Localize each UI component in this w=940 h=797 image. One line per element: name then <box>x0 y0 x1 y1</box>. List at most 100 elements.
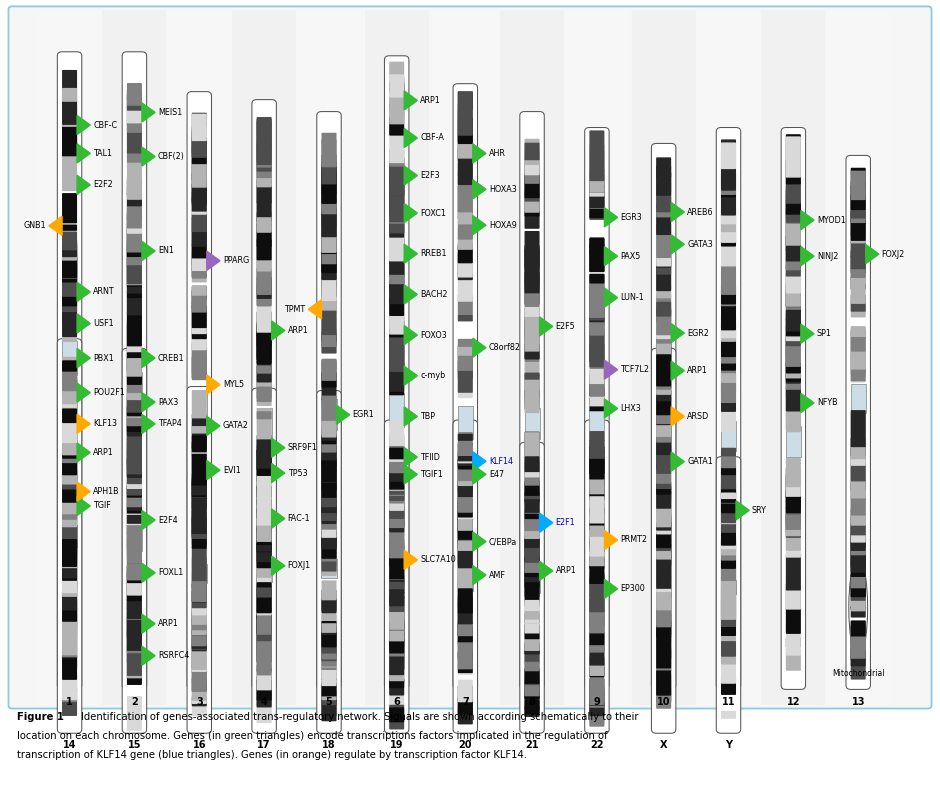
FancyBboxPatch shape <box>62 245 77 296</box>
FancyBboxPatch shape <box>127 150 142 163</box>
FancyBboxPatch shape <box>525 669 540 684</box>
FancyBboxPatch shape <box>458 611 473 623</box>
FancyBboxPatch shape <box>786 186 801 214</box>
FancyBboxPatch shape <box>589 618 604 641</box>
FancyBboxPatch shape <box>62 70 77 125</box>
FancyBboxPatch shape <box>525 512 540 539</box>
Polygon shape <box>207 416 220 435</box>
Bar <box>458 406 473 439</box>
FancyBboxPatch shape <box>257 543 272 568</box>
FancyBboxPatch shape <box>257 614 272 634</box>
FancyBboxPatch shape <box>589 599 604 612</box>
FancyBboxPatch shape <box>321 326 337 354</box>
Polygon shape <box>404 244 417 263</box>
FancyBboxPatch shape <box>8 6 932 709</box>
FancyBboxPatch shape <box>656 647 671 658</box>
FancyBboxPatch shape <box>721 533 736 549</box>
FancyBboxPatch shape <box>127 396 142 453</box>
Bar <box>786 426 801 457</box>
Text: CBF(2): CBF(2) <box>158 152 185 161</box>
FancyBboxPatch shape <box>656 224 671 258</box>
FancyBboxPatch shape <box>62 575 77 593</box>
FancyBboxPatch shape <box>321 432 337 461</box>
FancyBboxPatch shape <box>721 174 736 206</box>
FancyBboxPatch shape <box>589 387 604 404</box>
FancyBboxPatch shape <box>257 149 272 159</box>
FancyBboxPatch shape <box>192 591 207 610</box>
FancyBboxPatch shape <box>851 451 866 498</box>
FancyBboxPatch shape <box>525 523 540 539</box>
FancyBboxPatch shape <box>721 501 736 524</box>
FancyBboxPatch shape <box>257 121 272 165</box>
FancyBboxPatch shape <box>525 675 540 694</box>
FancyBboxPatch shape <box>127 236 142 285</box>
FancyBboxPatch shape <box>257 541 272 586</box>
FancyBboxPatch shape <box>192 285 207 296</box>
FancyBboxPatch shape <box>656 360 671 395</box>
FancyBboxPatch shape <box>525 614 540 634</box>
FancyBboxPatch shape <box>525 211 540 229</box>
FancyBboxPatch shape <box>62 313 77 322</box>
FancyBboxPatch shape <box>656 583 671 611</box>
FancyBboxPatch shape <box>389 595 404 626</box>
Polygon shape <box>540 317 553 336</box>
FancyBboxPatch shape <box>257 435 272 489</box>
Polygon shape <box>801 246 814 265</box>
FancyBboxPatch shape <box>851 276 866 289</box>
FancyBboxPatch shape <box>721 196 736 215</box>
FancyBboxPatch shape <box>257 212 272 247</box>
FancyBboxPatch shape <box>589 679 604 705</box>
FancyBboxPatch shape <box>62 143 77 180</box>
Text: 7: 7 <box>462 697 469 707</box>
FancyBboxPatch shape <box>786 183 801 223</box>
FancyBboxPatch shape <box>321 481 337 490</box>
FancyBboxPatch shape <box>656 667 671 701</box>
FancyBboxPatch shape <box>192 196 207 214</box>
FancyBboxPatch shape <box>786 211 801 261</box>
FancyBboxPatch shape <box>257 491 272 522</box>
FancyBboxPatch shape <box>589 439 604 454</box>
FancyBboxPatch shape <box>192 510 207 520</box>
Text: c-myb: c-myb <box>420 371 446 380</box>
FancyBboxPatch shape <box>589 503 604 547</box>
FancyBboxPatch shape <box>786 511 801 558</box>
FancyBboxPatch shape <box>389 490 404 504</box>
FancyBboxPatch shape <box>656 526 671 567</box>
FancyBboxPatch shape <box>525 681 540 700</box>
Polygon shape <box>272 509 285 528</box>
FancyBboxPatch shape <box>389 657 404 681</box>
FancyBboxPatch shape <box>716 128 741 689</box>
FancyBboxPatch shape <box>786 460 801 497</box>
FancyBboxPatch shape <box>257 388 272 406</box>
FancyBboxPatch shape <box>721 316 736 363</box>
FancyBboxPatch shape <box>321 625 337 635</box>
FancyBboxPatch shape <box>525 662 540 671</box>
FancyBboxPatch shape <box>127 406 142 432</box>
FancyBboxPatch shape <box>321 614 337 635</box>
FancyBboxPatch shape <box>453 420 478 733</box>
FancyBboxPatch shape <box>786 501 801 536</box>
FancyBboxPatch shape <box>589 549 604 566</box>
FancyBboxPatch shape <box>525 285 540 317</box>
FancyBboxPatch shape <box>525 281 540 304</box>
Text: ARP1: ARP1 <box>158 619 179 628</box>
FancyBboxPatch shape <box>192 502 207 536</box>
FancyBboxPatch shape <box>192 478 207 488</box>
FancyBboxPatch shape <box>721 233 736 245</box>
FancyBboxPatch shape <box>192 112 207 158</box>
Text: BACH2: BACH2 <box>420 290 447 299</box>
FancyBboxPatch shape <box>458 245 473 263</box>
FancyBboxPatch shape <box>127 452 142 465</box>
Text: ARP1: ARP1 <box>556 567 576 575</box>
FancyBboxPatch shape <box>656 513 671 525</box>
FancyBboxPatch shape <box>589 144 604 193</box>
FancyBboxPatch shape <box>458 109 473 118</box>
Polygon shape <box>671 406 684 426</box>
FancyBboxPatch shape <box>721 285 736 331</box>
FancyBboxPatch shape <box>192 311 207 351</box>
FancyBboxPatch shape <box>257 117 272 151</box>
FancyBboxPatch shape <box>851 509 866 551</box>
FancyBboxPatch shape <box>458 462 473 486</box>
FancyBboxPatch shape <box>389 176 404 224</box>
FancyBboxPatch shape <box>525 502 540 512</box>
